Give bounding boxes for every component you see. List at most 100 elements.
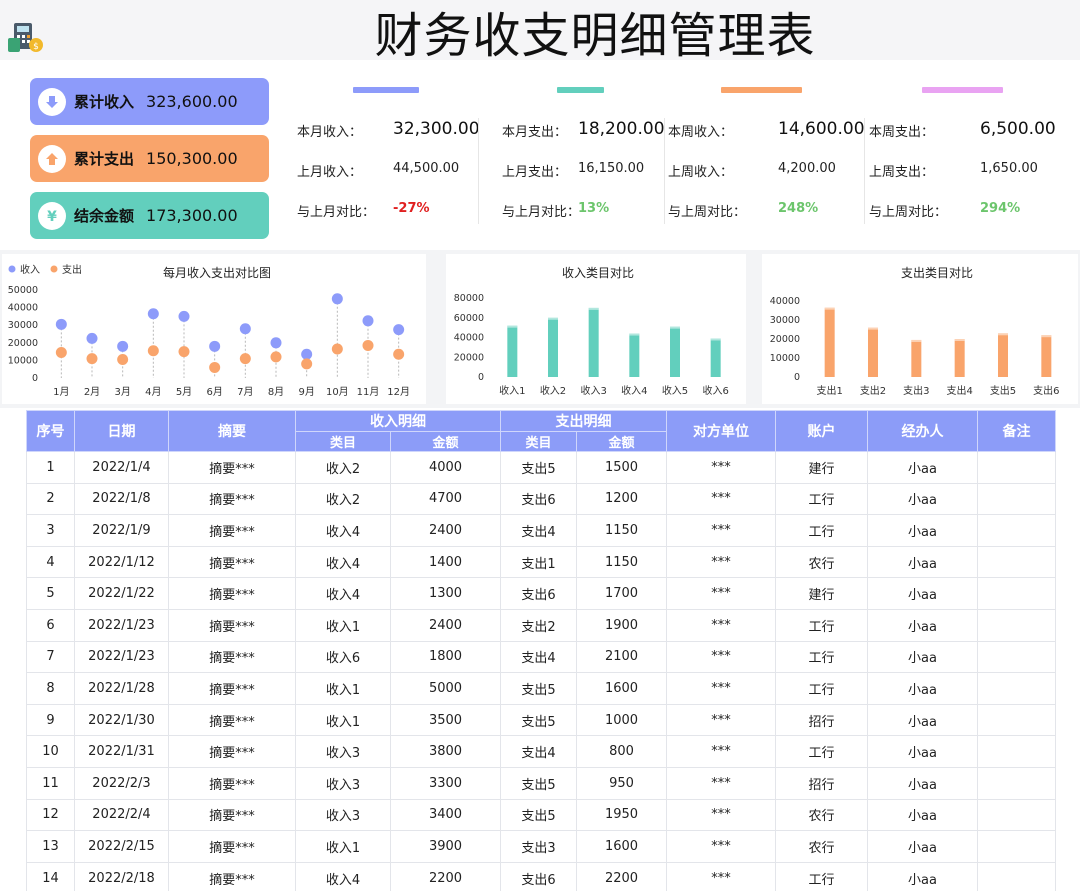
- summary-cell: 摘要***: [168, 577, 296, 610]
- income-bar-chart: 收入类目对比 80000 60000 40000 20000 0 收入1 收入2 收入3 收入4 收…: [454, 266, 729, 397]
- kpi-previous-value: 44,500.00: [393, 161, 460, 176]
- date-cell: 2022/1/31: [74, 735, 169, 768]
- bar: [588, 307, 599, 377]
- table-row: 2 2022/1/8 摘要*** 收入2 4700 支出6 1200 *** 工行 小aa: [26, 482, 1056, 516]
- kpi-color-bar: [353, 87, 419, 93]
- kpi-previous-label: 上周收入：: [668, 165, 734, 180]
- table-row: 6 2022/1/23 摘要*** 收入1 2400 支出2 1900 *** 工行 小aa: [26, 608, 1056, 642]
- bar-highlight: [998, 333, 1008, 336]
- expense-category-cell: 支出6: [500, 482, 577, 516]
- header-party: 对方单位: [666, 410, 776, 452]
- note-cell: [977, 608, 1056, 642]
- expense-amount-cell: 1200: [576, 482, 667, 516]
- note-cell: [977, 861, 1056, 891]
- header-income-category: 类目: [295, 431, 391, 452]
- date-cell: 2022/2/18: [74, 861, 169, 891]
- chart-title: 收入类目对比: [562, 266, 634, 280]
- x-tick-label: 10月: [326, 386, 349, 398]
- data-point: [331, 293, 343, 305]
- seq-cell: 13: [26, 830, 75, 863]
- summary-cell: 摘要***: [168, 482, 296, 516]
- kpi-current-label: 本周收入：: [668, 125, 734, 140]
- kpi-compare-label: 与上周对比：: [869, 205, 948, 220]
- y-tick-label: 20000: [454, 352, 484, 363]
- income-category-cell: 收入3: [295, 766, 391, 800]
- header-income-group: 收入明细: [295, 410, 501, 432]
- x-tick-label: 收入5: [662, 384, 688, 397]
- date-cell: 2022/1/30: [74, 703, 169, 737]
- summary-card-balance: ¥ 结余金额 173,300.00: [30, 192, 269, 239]
- x-tick-label: 6月: [206, 386, 222, 398]
- summary-cell: 摘要***: [168, 830, 296, 863]
- kpi-current-value: 18,200.00: [578, 119, 665, 139]
- kpi-previous-label: 上月支出：: [502, 165, 568, 180]
- account-cell: 建行: [775, 451, 868, 484]
- summary-label: 结余金额: [74, 207, 135, 225]
- account-cell: 工行: [775, 640, 868, 674]
- seq-cell: 6: [26, 608, 75, 642]
- bar-highlight: [670, 326, 680, 329]
- account-cell: 工行: [775, 514, 868, 547]
- expense-category-cell: 支出4: [500, 514, 577, 547]
- income-category-cell: 收入3: [295, 798, 391, 832]
- handler-cell: 小aa: [867, 766, 978, 800]
- y-tick-label: 20000: [8, 338, 38, 349]
- bar: [507, 325, 518, 377]
- data-point: [301, 348, 313, 360]
- date-cell: 2022/1/12: [74, 545, 169, 579]
- x-tick-label: 支出3: [903, 384, 929, 397]
- y-tick-label: 50000: [8, 285, 38, 296]
- bar: [710, 338, 721, 377]
- note-cell: [977, 545, 1056, 579]
- expense-amount-cell: 2200: [576, 861, 667, 891]
- table-row: 5 2022/1/22 摘要*** 收入4 1300 支出6 1700 *** 建行 小aa: [26, 577, 1056, 610]
- party-cell: ***: [666, 672, 776, 705]
- kpi-compare-value: 248%: [778, 201, 819, 216]
- table-row: 12 2022/2/4 摘要*** 收入3 3400 支出5 1950 *** 农行 小aa: [26, 798, 1056, 832]
- kpi-compare-value: 13%: [578, 201, 610, 216]
- seq-cell: 14: [26, 861, 75, 891]
- table-row: 13 2022/2/15 摘要*** 收入1 3900 支出3 1600 *** 农行 小aa: [26, 830, 1056, 863]
- bar-highlight: [507, 325, 518, 328]
- note-cell: [977, 735, 1056, 768]
- table-row: 3 2022/1/9 摘要*** 收入4 2400 支出4 1150 *** 工行 小aa: [26, 514, 1056, 547]
- expense-category-cell: 支出4: [500, 640, 577, 674]
- x-tick-label: 收入6: [702, 384, 728, 397]
- income-chart-panel: 收入类目对比 80000 60000 40000 20000 0 收入1 收入2 收入3 收入4 收…: [446, 254, 746, 404]
- seq-cell: 3: [26, 514, 75, 547]
- party-cell: ***: [666, 798, 776, 832]
- x-tick-label: 5月: [176, 386, 192, 398]
- account-cell: 工行: [775, 735, 868, 768]
- bar: [868, 327, 878, 377]
- bar: [998, 333, 1008, 377]
- account-cell: 工行: [775, 861, 868, 891]
- note-cell: [977, 703, 1056, 737]
- bar: [629, 333, 640, 377]
- table-row: 14 2022/2/18 摘要*** 收入4 2200 支出6 2200 *** 工行 小aa: [26, 861, 1056, 891]
- summary-card-income: 累计收入 323,600.00: [30, 78, 269, 125]
- kpi-previous-label: 上周支出：: [869, 165, 935, 180]
- data-point: [209, 361, 221, 373]
- income-amount-cell: 3400: [390, 798, 501, 832]
- kpi-compare-label: 与上周对比：: [668, 205, 747, 220]
- handler-cell: 小aa: [867, 672, 978, 705]
- data-point: [117, 340, 129, 352]
- data-point: [86, 353, 98, 365]
- expense-amount-cell: 1700: [576, 577, 667, 610]
- table-row: 8 2022/1/28 摘要*** 收入1 5000 支出5 1600 *** 工行 小aa: [26, 672, 1056, 705]
- x-tick-label: 11月: [357, 386, 380, 398]
- account-cell: 农行: [775, 830, 868, 863]
- x-tick-label: 2月: [84, 386, 100, 398]
- date-cell: 2022/1/23: [74, 608, 169, 642]
- svg-text:¥: ¥: [47, 209, 57, 225]
- legend-marker: [50, 265, 58, 273]
- y-tick-label: 60000: [454, 313, 484, 324]
- data-point: [393, 348, 405, 360]
- y-tick-label: 30000: [770, 315, 800, 326]
- header-note: 备注: [977, 410, 1056, 452]
- income-category-cell: 收入6: [295, 640, 391, 674]
- legend-label: 收入: [20, 263, 40, 276]
- x-tick-label: 支出6: [1033, 384, 1059, 397]
- income-category-cell: 收入4: [295, 545, 391, 579]
- seq-cell: 12: [26, 798, 75, 832]
